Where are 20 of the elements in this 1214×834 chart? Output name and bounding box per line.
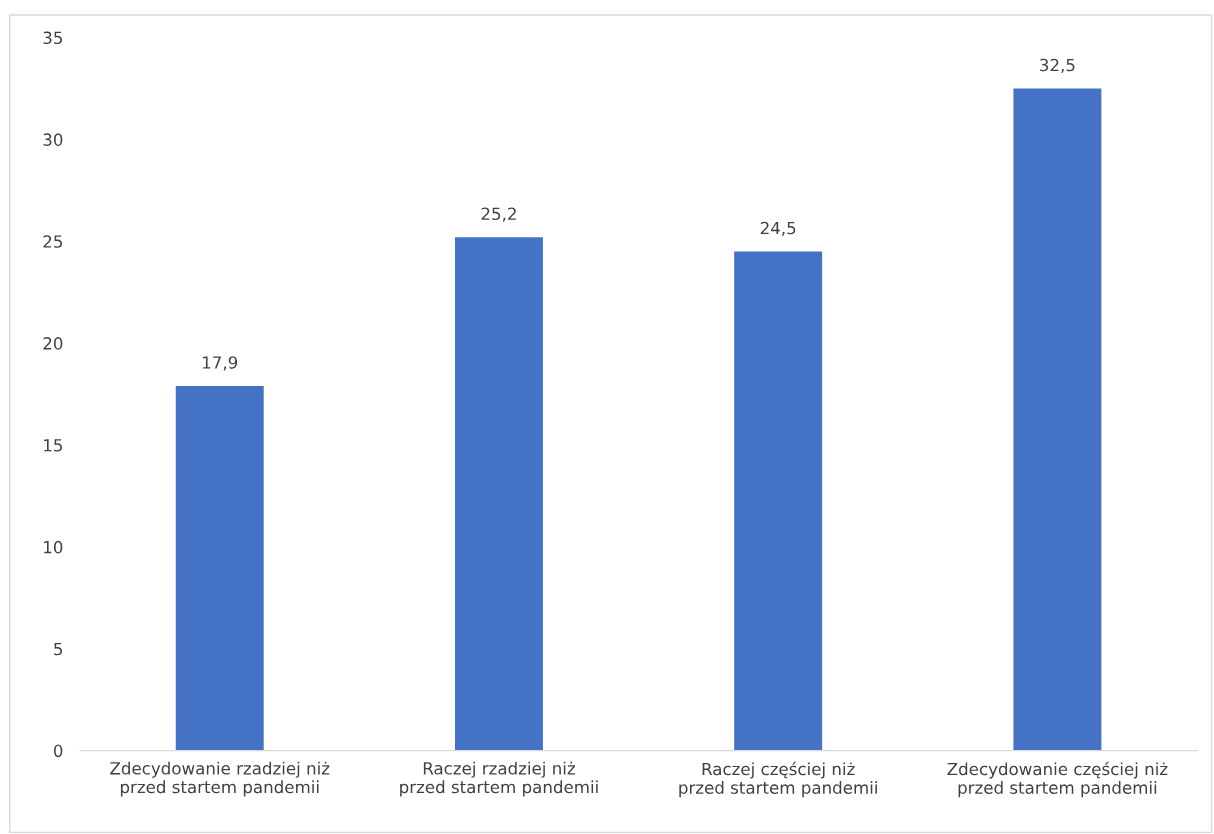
y-tick-label: 0 (53, 744, 63, 758)
bar (175, 385, 264, 751)
y-tick-label: 5 (54, 642, 62, 656)
y-tick-label: 15 (44, 439, 62, 452)
data-label: 17,9 (203, 356, 238, 371)
x-tick-label: Raczej rzadziej niż przed startem pandemii (400, 761, 598, 797)
y-tick-label: 20 (43, 337, 63, 350)
y-tick-label: 25 (43, 235, 62, 248)
data-label: 25,2 (481, 207, 516, 222)
y-tick-label: 30 (43, 133, 63, 146)
bar (454, 237, 543, 751)
data-label: 24,5 (760, 221, 796, 237)
y-tick-label: 10 (44, 540, 63, 554)
x-tick-label: Zdecydowanie rzadziej niż przed startem pandemii (110, 761, 330, 797)
x-tick-label: Raczej częściej niż przed startem pandemii (679, 761, 877, 798)
data-label: 32,5 (1040, 58, 1075, 74)
bar (734, 251, 823, 751)
x-tick-label: Zdecydowanie częściej niż przed startem pandemii (947, 761, 1168, 798)
bar (1013, 88, 1102, 751)
y-tick-label: 35 (43, 31, 62, 45)
